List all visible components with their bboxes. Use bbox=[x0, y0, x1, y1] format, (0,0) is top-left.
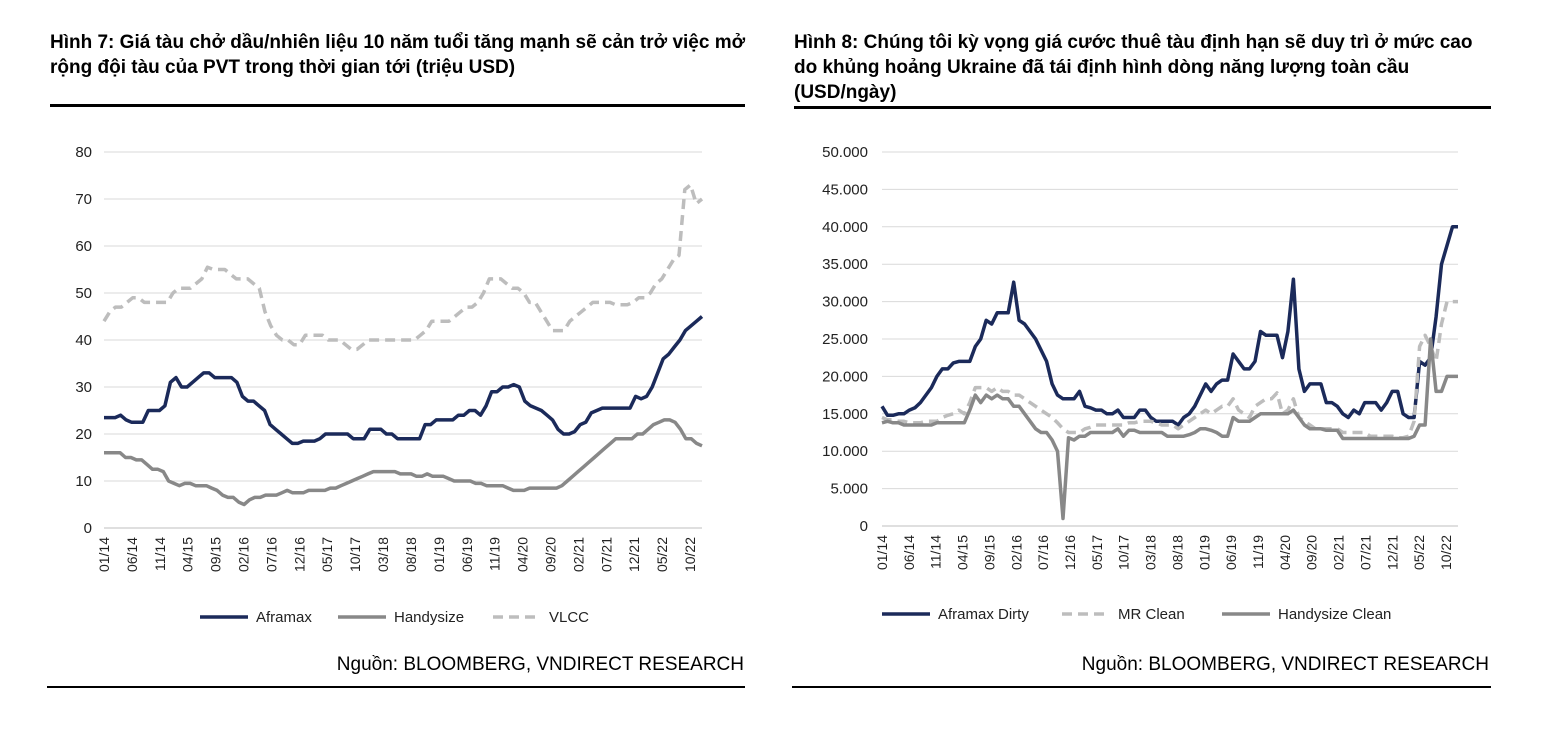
y-tick-label: 0 bbox=[84, 520, 92, 537]
x-tick-label: 12/21 bbox=[1384, 535, 1400, 570]
aframax-series-line bbox=[104, 315, 704, 446]
x-tick-label: 05/17 bbox=[319, 537, 335, 572]
y-tick-label: 20.000 bbox=[822, 368, 868, 385]
figure-7-title: Hình 7: Giá tàu chở dầu/nhiên liệu 10 nă… bbox=[50, 32, 746, 78]
y-tick-label: 60 bbox=[75, 238, 92, 255]
y-tick-label: 0 bbox=[860, 518, 868, 535]
x-tick-label: 08/18 bbox=[403, 537, 419, 572]
handysize-clean-series-line bbox=[881, 337, 1458, 521]
y-tick-label: 5.000 bbox=[830, 481, 868, 498]
x-tick-label: 11/14 bbox=[928, 535, 944, 569]
x-tick-label: 10/17 bbox=[347, 537, 363, 572]
x-tick-label: 01/19 bbox=[1196, 535, 1212, 570]
x-tick-label: 07/21 bbox=[598, 537, 614, 572]
handysize-series-line bbox=[104, 418, 703, 507]
vlcc-series-line bbox=[102, 183, 704, 352]
x-tick-label: 09/15 bbox=[208, 537, 224, 572]
y-tick-label: 50.000 bbox=[822, 144, 868, 161]
legend-label-handysize: Handysize bbox=[394, 609, 464, 626]
y-tick-label: 50 bbox=[75, 285, 92, 302]
y-tick-label: 80 bbox=[75, 144, 92, 161]
legend-label-aframax: Aframax bbox=[256, 609, 312, 626]
y-tick-label: 25.000 bbox=[822, 331, 868, 348]
x-tick-label: 04/15 bbox=[180, 537, 196, 572]
x-tick-label: 12/16 bbox=[1062, 535, 1078, 570]
x-tick-label: 01/19 bbox=[431, 537, 447, 572]
x-tick-label: 10/17 bbox=[1116, 535, 1132, 570]
x-tick-label: 06/19 bbox=[459, 537, 475, 572]
x-tick-label: 04/20 bbox=[515, 537, 531, 572]
x-tick-label: 02/16 bbox=[236, 537, 252, 572]
x-tick-label: 06/14 bbox=[901, 535, 917, 570]
y-tick-label: 10 bbox=[75, 473, 92, 490]
legend-label-handysize-clean: Handysize Clean bbox=[1278, 606, 1391, 623]
x-tick-label: 02/21 bbox=[1331, 535, 1347, 570]
aframax-dirty-series-line bbox=[880, 225, 1458, 427]
x-tick-label: 10/22 bbox=[682, 537, 698, 572]
x-tick-label: 09/20 bbox=[1304, 535, 1320, 570]
figure-8-bottom-rule bbox=[792, 686, 1491, 688]
x-tick-label: 07/16 bbox=[1035, 535, 1051, 570]
y-tick-label: 45.000 bbox=[822, 181, 868, 198]
x-tick-label: 03/18 bbox=[1143, 535, 1159, 570]
x-tick-label: 12/16 bbox=[291, 537, 307, 572]
x-tick-label: 04/15 bbox=[955, 535, 971, 570]
y-tick-label: 30 bbox=[75, 379, 92, 396]
x-tick-label: 08/18 bbox=[1169, 535, 1185, 570]
y-tick-label: 35.000 bbox=[822, 256, 868, 273]
x-tick-label: 12/21 bbox=[626, 537, 642, 572]
x-tick-label: 11/19 bbox=[1250, 535, 1266, 569]
x-tick-label: 01/14 bbox=[96, 537, 112, 572]
y-tick-label: 15.000 bbox=[822, 406, 868, 423]
figure-8-panel: Hình 8: Chúng tôi kỳ vọng giá cước thuê … bbox=[760, 0, 1555, 734]
legend-label-aframax-dirty: Aframax Dirty bbox=[938, 606, 1029, 623]
y-tick-label: 70 bbox=[75, 191, 92, 208]
x-tick-label: 05/17 bbox=[1089, 535, 1105, 570]
x-tick-label: 09/15 bbox=[981, 535, 997, 570]
x-tick-label: 11/14 bbox=[152, 537, 168, 571]
figure-7-bottom-rule bbox=[47, 686, 745, 688]
figure-7-top-rule bbox=[50, 104, 745, 107]
x-tick-label: 02/16 bbox=[1008, 535, 1024, 570]
y-tick-label: 20 bbox=[75, 426, 92, 443]
x-tick-label: 05/22 bbox=[654, 537, 670, 572]
legend-label-vlcc: VLCC bbox=[549, 609, 589, 626]
x-tick-label: 02/21 bbox=[570, 537, 586, 572]
x-tick-label: 07/21 bbox=[1357, 535, 1373, 570]
x-tick-label: 04/20 bbox=[1277, 535, 1293, 570]
x-tick-label: 07/16 bbox=[263, 537, 279, 572]
x-tick-label: 09/20 bbox=[542, 537, 558, 572]
x-tick-label: 03/18 bbox=[375, 537, 391, 572]
figure-7-source: Nguồn: BLOOMBERG, VNDIRECT RESEARCH bbox=[336, 654, 744, 675]
y-tick-label: 10.000 bbox=[822, 443, 868, 460]
figure-8-title: Hình 8: Chúng tôi kỳ vọng giá cước thuê … bbox=[794, 32, 1473, 103]
figure-7-panel: Hình 7: Giá tàu chở dầu/nhiên liệu 10 nă… bbox=[0, 0, 760, 734]
x-tick-label: 10/22 bbox=[1438, 535, 1454, 570]
figure-8-top-rule bbox=[794, 106, 1491, 109]
figure-8-chart: 0 5.000 10.000 15.000 20.000 25.000 30.000 35.0… bbox=[822, 144, 1458, 623]
x-tick-label: 06/19 bbox=[1223, 535, 1239, 570]
x-tick-label: 11/19 bbox=[487, 537, 503, 571]
y-tick-label: 30.000 bbox=[822, 294, 868, 311]
y-tick-label: 40.000 bbox=[822, 219, 868, 236]
legend-label-mr-clean: MR Clean bbox=[1118, 606, 1185, 623]
mr-clean-series-line bbox=[881, 299, 1458, 440]
figure-8-source: Nguồn: BLOOMBERG, VNDIRECT RESEARCH bbox=[1081, 654, 1489, 675]
x-tick-label: 05/22 bbox=[1411, 535, 1427, 570]
y-tick-label: 40 bbox=[75, 332, 92, 349]
figure-7-chart: 0 10 20 30 40 50 60 70 80 01/14 06/14 11/14 04/15 09/… bbox=[75, 144, 704, 626]
x-tick-label: 06/14 bbox=[124, 537, 140, 572]
x-tick-label: 01/14 bbox=[874, 535, 890, 570]
